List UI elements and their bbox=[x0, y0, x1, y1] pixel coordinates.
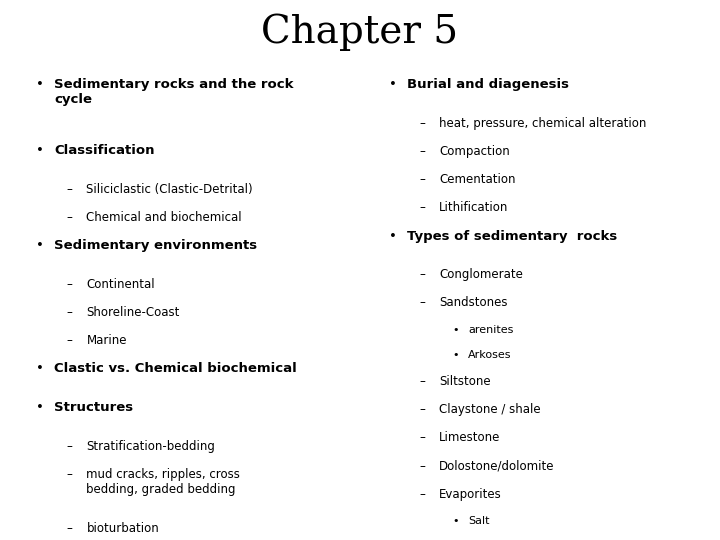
Text: –: – bbox=[66, 440, 72, 453]
Text: •: • bbox=[36, 78, 44, 91]
Text: –: – bbox=[66, 278, 72, 291]
Text: Chemical and biochemical: Chemical and biochemical bbox=[86, 211, 242, 224]
Text: Cementation: Cementation bbox=[439, 173, 516, 186]
Text: Marine: Marine bbox=[86, 334, 127, 347]
Text: –: – bbox=[419, 201, 425, 214]
Text: Chapter 5: Chapter 5 bbox=[261, 14, 459, 51]
Text: •: • bbox=[452, 325, 459, 335]
Text: Conglomerate: Conglomerate bbox=[439, 268, 523, 281]
Text: Limestone: Limestone bbox=[439, 431, 500, 444]
Text: •: • bbox=[36, 401, 44, 414]
Text: –: – bbox=[419, 375, 425, 388]
Text: Sedimentary environments: Sedimentary environments bbox=[54, 239, 257, 252]
Text: –: – bbox=[66, 183, 72, 196]
Text: •: • bbox=[36, 362, 44, 375]
Text: Clastic vs. Chemical biochemical: Clastic vs. Chemical biochemical bbox=[54, 362, 297, 375]
Text: •: • bbox=[36, 239, 44, 252]
Text: Lithification: Lithification bbox=[439, 201, 508, 214]
Text: •: • bbox=[389, 230, 397, 242]
Text: •: • bbox=[452, 516, 459, 526]
Text: –: – bbox=[419, 268, 425, 281]
Text: Classification: Classification bbox=[54, 144, 155, 157]
Text: Types of sedimentary  rocks: Types of sedimentary rocks bbox=[407, 230, 617, 242]
Text: Salt: Salt bbox=[468, 516, 490, 526]
Text: Continental: Continental bbox=[86, 278, 155, 291]
Text: heat, pressure, chemical alteration: heat, pressure, chemical alteration bbox=[439, 117, 647, 130]
Text: mud cracks, ripples, cross
bedding, graded bedding: mud cracks, ripples, cross bedding, grad… bbox=[86, 468, 240, 496]
Text: Stratification-bedding: Stratification-bedding bbox=[86, 440, 215, 453]
Text: Structures: Structures bbox=[54, 401, 133, 414]
Text: Shoreline-Coast: Shoreline-Coast bbox=[86, 306, 180, 319]
Text: –: – bbox=[419, 488, 425, 501]
Text: –: – bbox=[419, 117, 425, 130]
Text: –: – bbox=[419, 145, 425, 158]
Text: –: – bbox=[66, 306, 72, 319]
Text: –: – bbox=[66, 468, 72, 481]
Text: bioturbation: bioturbation bbox=[86, 522, 159, 535]
Text: •: • bbox=[36, 144, 44, 157]
Text: Arkoses: Arkoses bbox=[468, 350, 511, 360]
Text: –: – bbox=[419, 431, 425, 444]
Text: Compaction: Compaction bbox=[439, 145, 510, 158]
Text: –: – bbox=[66, 522, 72, 535]
Text: Siliciclastic (Clastic-Detrital): Siliciclastic (Clastic-Detrital) bbox=[86, 183, 253, 196]
Text: Sandstones: Sandstones bbox=[439, 296, 508, 309]
Text: Dolostone/dolomite: Dolostone/dolomite bbox=[439, 460, 554, 472]
Text: •: • bbox=[389, 78, 397, 91]
Text: –: – bbox=[419, 173, 425, 186]
Text: –: – bbox=[66, 334, 72, 347]
Text: arenites: arenites bbox=[468, 325, 513, 335]
Text: Evaporites: Evaporites bbox=[439, 488, 502, 501]
Text: •: • bbox=[452, 350, 459, 360]
Text: –: – bbox=[66, 211, 72, 224]
Text: Claystone / shale: Claystone / shale bbox=[439, 403, 541, 416]
Text: –: – bbox=[419, 403, 425, 416]
Text: –: – bbox=[419, 460, 425, 472]
Text: Burial and diagenesis: Burial and diagenesis bbox=[407, 78, 569, 91]
Text: Sedimentary rocks and the rock
cycle: Sedimentary rocks and the rock cycle bbox=[54, 78, 294, 106]
Text: Siltstone: Siltstone bbox=[439, 375, 491, 388]
Text: –: – bbox=[419, 296, 425, 309]
